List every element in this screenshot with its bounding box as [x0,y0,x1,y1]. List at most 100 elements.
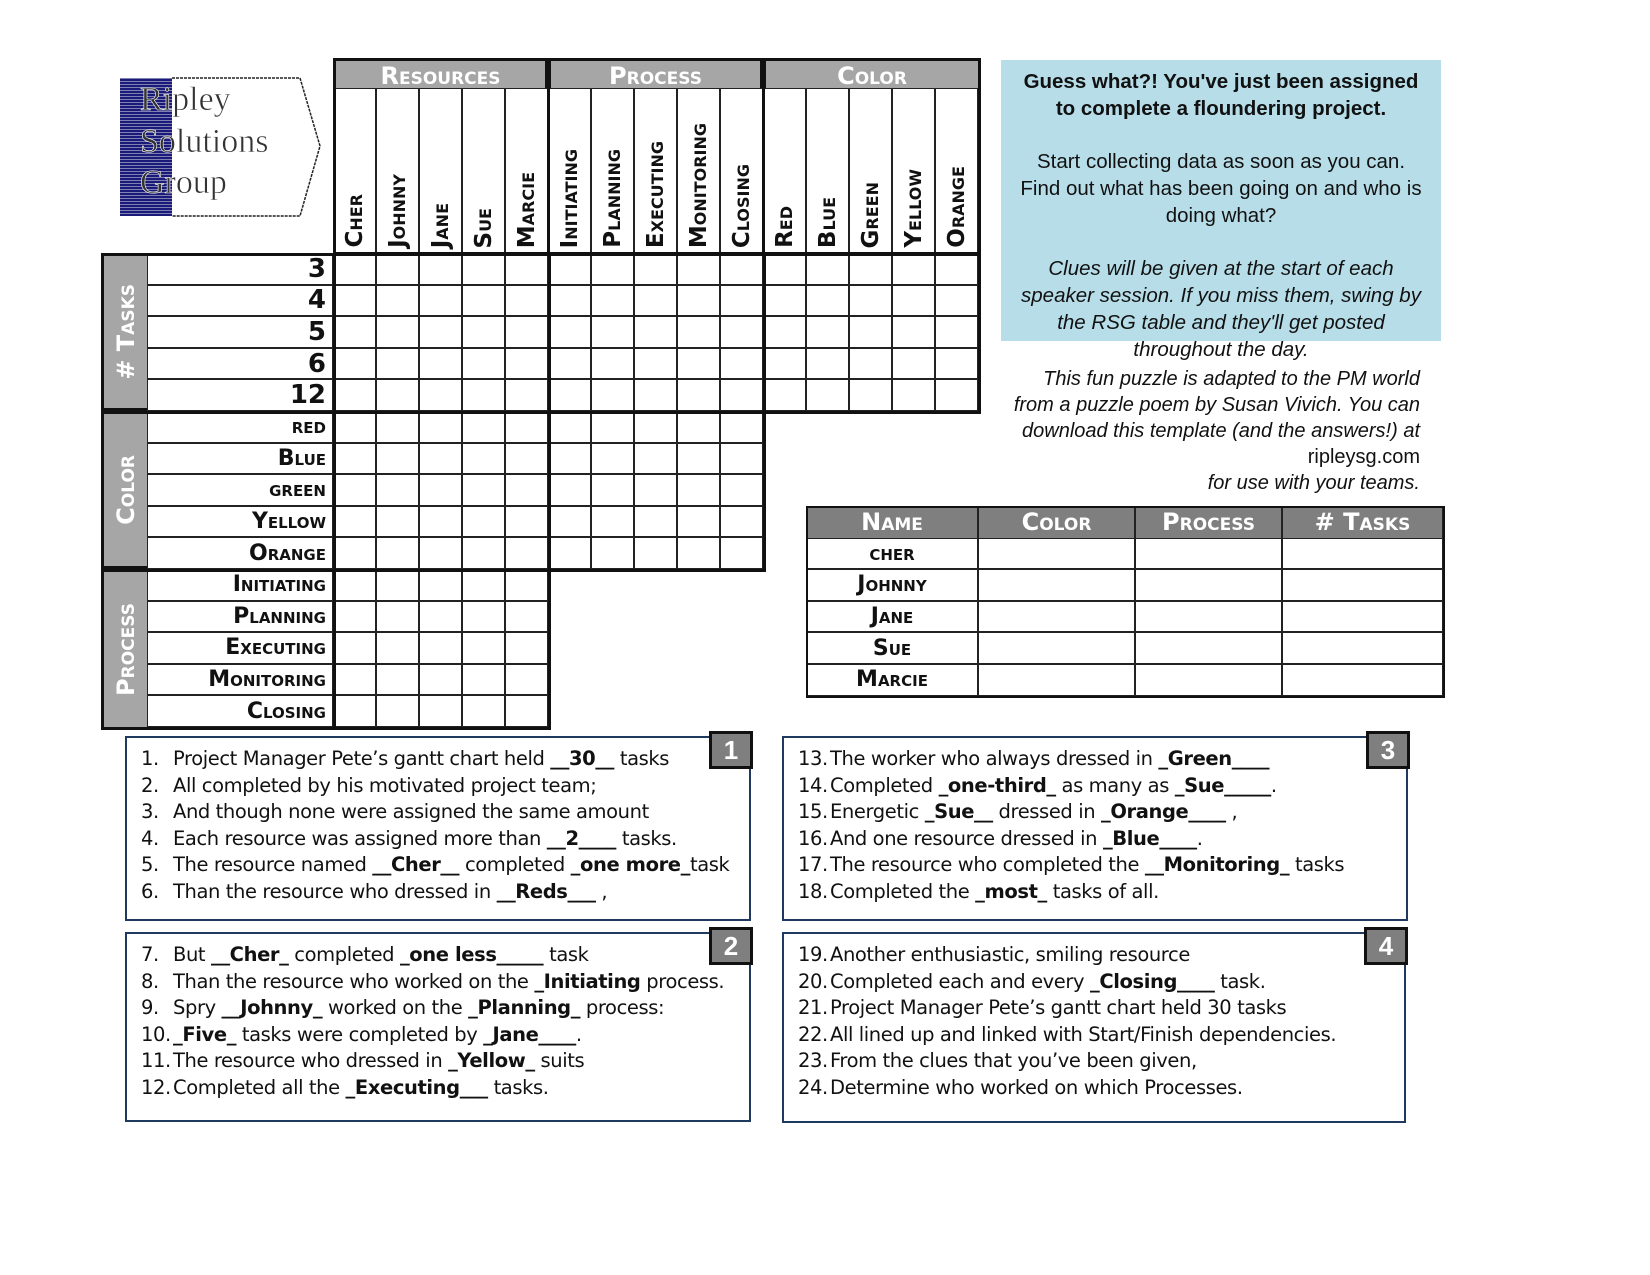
grid-cell[interactable] [505,537,548,569]
grid-cell[interactable] [935,284,978,317]
grid-cell[interactable] [505,600,548,633]
grid-cell[interactable] [677,474,720,506]
grid-cell[interactable] [548,316,591,348]
grid-cell[interactable] [505,253,548,285]
grid-cell[interactable] [505,663,548,696]
grid-cell[interactable] [462,284,505,317]
grid-cell[interactable] [419,632,462,664]
grid-cell[interactable] [634,316,677,348]
summary-answer-cell[interactable] [978,600,1135,633]
grid-cell[interactable] [720,537,763,569]
grid-cell[interactable] [505,505,548,538]
summary-answer-cell[interactable] [1135,632,1282,664]
grid-cell[interactable] [333,253,376,285]
grid-cell[interactable] [376,284,419,317]
grid-cell[interactable] [376,632,419,664]
summary-answer-cell[interactable] [1135,600,1282,633]
grid-cell[interactable] [419,316,462,348]
grid-cell[interactable] [634,474,677,506]
grid-cell[interactable] [462,474,505,506]
grid-cell[interactable] [720,442,763,475]
summary-answer-cell[interactable] [1282,537,1443,570]
grid-cell[interactable] [935,347,978,380]
grid-cell[interactable] [505,569,548,601]
grid-cell[interactable] [763,316,806,348]
grid-cell[interactable] [763,379,806,411]
grid-cell[interactable] [333,474,376,506]
grid-cell[interactable] [634,347,677,380]
grid-cell[interactable] [419,695,462,727]
grid-cell[interactable] [376,442,419,475]
summary-answer-cell[interactable] [1135,664,1282,696]
summary-answer-cell[interactable] [1135,569,1282,601]
grid-cell[interactable] [462,695,505,727]
grid-cell[interactable] [462,253,505,285]
grid-cell[interactable] [634,253,677,285]
grid-cell[interactable] [333,284,376,317]
grid-cell[interactable] [677,253,720,285]
grid-cell[interactable] [376,663,419,696]
grid-cell[interactable] [548,505,591,538]
grid-cell[interactable] [419,347,462,380]
summary-answer-cell[interactable] [1282,600,1443,633]
grid-cell[interactable] [333,379,376,411]
grid-cell[interactable] [849,284,892,317]
grid-cell[interactable] [720,284,763,317]
grid-cell[interactable] [419,600,462,633]
grid-cell[interactable] [806,284,849,317]
grid-cell[interactable] [591,347,634,380]
grid-cell[interactable] [591,284,634,317]
summary-answer-cell[interactable] [1282,664,1443,696]
grid-cell[interactable] [376,695,419,727]
grid-cell[interactable] [591,442,634,475]
grid-cell[interactable] [548,379,591,411]
grid-cell[interactable] [935,253,978,285]
grid-cell[interactable] [763,284,806,317]
summary-answer-cell[interactable] [978,537,1135,570]
summary-answer-cell[interactable] [978,632,1135,664]
grid-cell[interactable] [419,505,462,538]
grid-cell[interactable] [806,347,849,380]
grid-cell[interactable] [505,411,548,443]
grid-cell[interactable] [333,632,376,664]
grid-cell[interactable] [591,411,634,443]
grid-cell[interactable] [333,505,376,538]
grid-cell[interactable] [548,253,591,285]
grid-cell[interactable] [376,569,419,601]
grid-cell[interactable] [333,663,376,696]
grid-cell[interactable] [720,411,763,443]
grid-cell[interactable] [548,537,591,569]
summary-answer-cell[interactable] [978,569,1135,601]
grid-cell[interactable] [720,253,763,285]
grid-cell[interactable] [419,474,462,506]
grid-cell[interactable] [548,474,591,506]
grid-cell[interactable] [591,537,634,569]
grid-cell[interactable] [935,379,978,411]
grid-cell[interactable] [462,505,505,538]
grid-cell[interactable] [333,411,376,443]
grid-cell[interactable] [376,505,419,538]
grid-cell[interactable] [849,316,892,348]
grid-cell[interactable] [333,316,376,348]
grid-cell[interactable] [376,537,419,569]
grid-cell[interactable] [505,442,548,475]
grid-cell[interactable] [376,474,419,506]
grid-cell[interactable] [591,316,634,348]
grid-cell[interactable] [505,695,548,727]
grid-cell[interactable] [591,253,634,285]
summary-answer-cell[interactable] [978,664,1135,696]
grid-cell[interactable] [505,347,548,380]
grid-cell[interactable] [720,505,763,538]
grid-cell[interactable] [419,663,462,696]
grid-cell[interactable] [419,411,462,443]
grid-cell[interactable] [333,695,376,727]
grid-cell[interactable] [634,505,677,538]
grid-cell[interactable] [376,411,419,443]
grid-cell[interactable] [935,316,978,348]
grid-cell[interactable] [763,347,806,380]
grid-cell[interactable] [677,411,720,443]
grid-cell[interactable] [462,632,505,664]
grid-cell[interactable] [720,379,763,411]
grid-cell[interactable] [419,379,462,411]
grid-cell[interactable] [892,347,935,380]
